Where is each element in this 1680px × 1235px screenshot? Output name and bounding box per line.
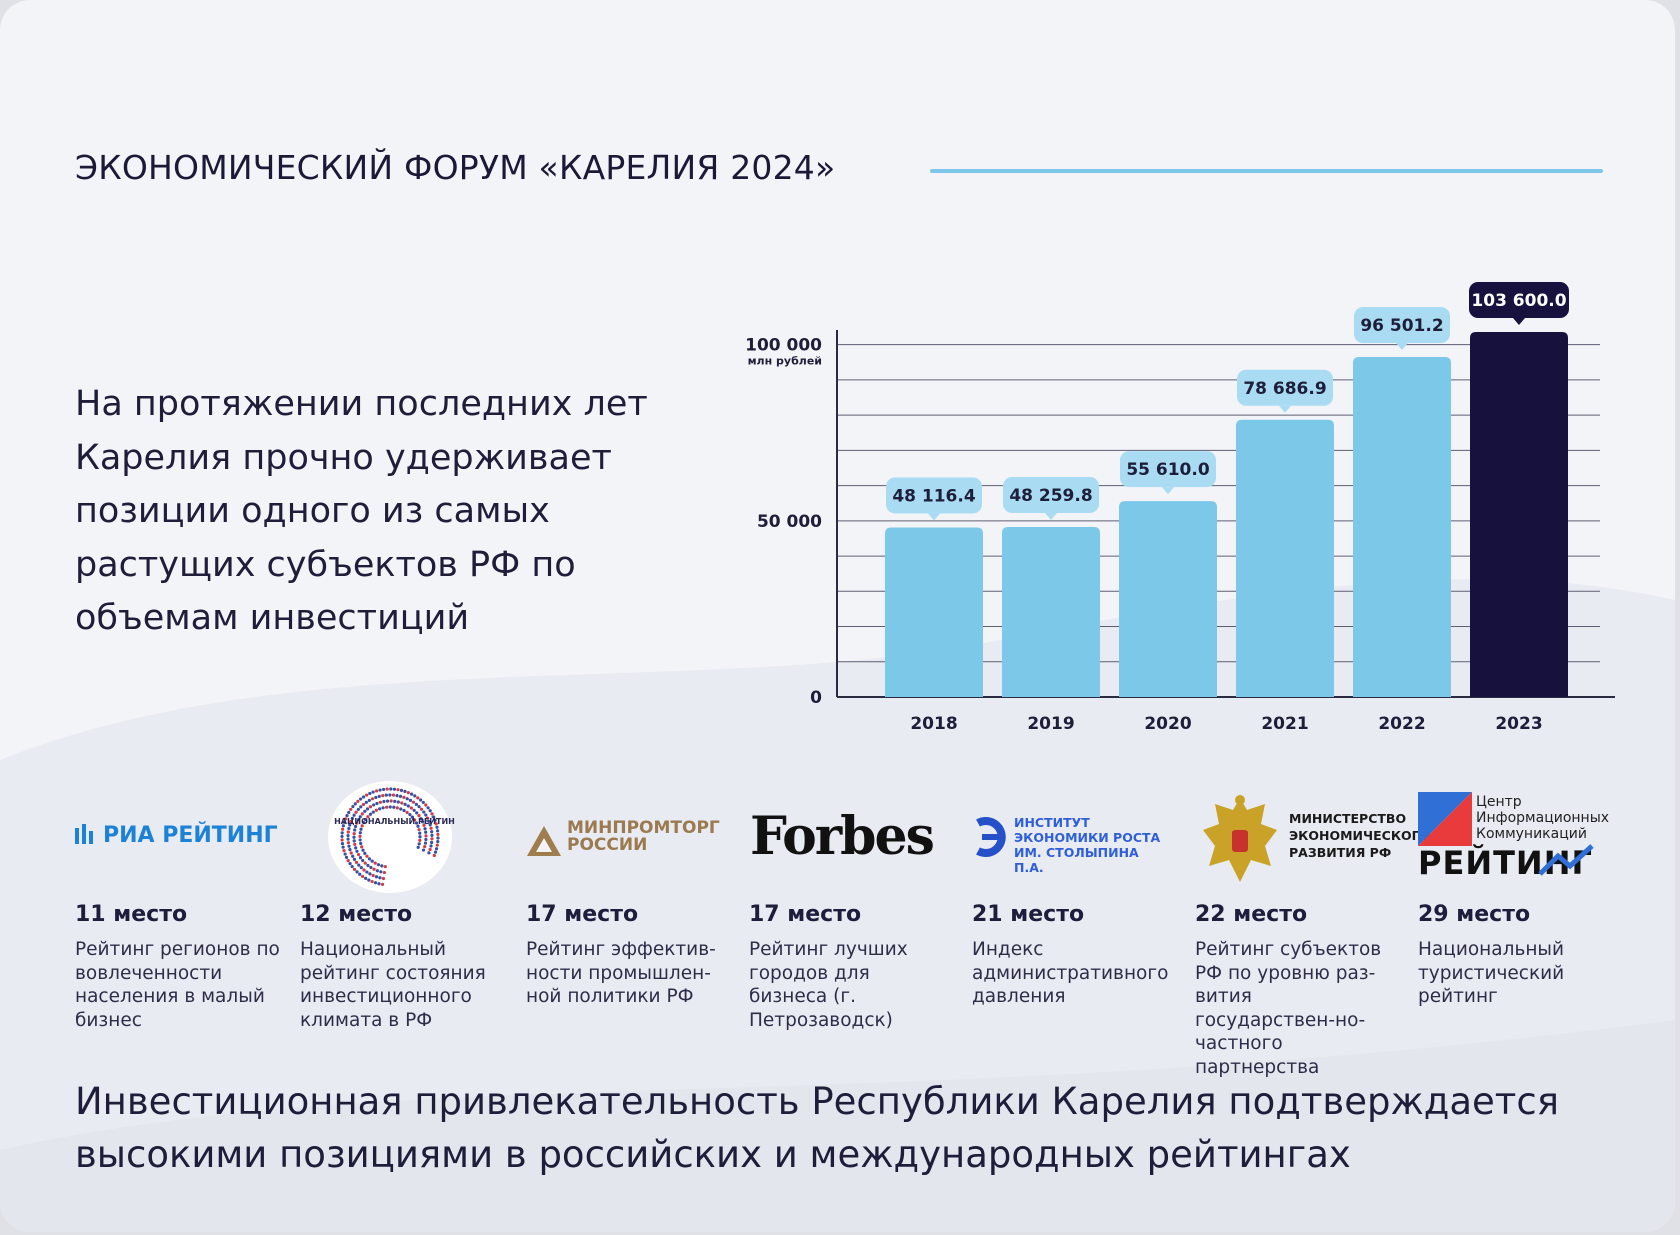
data-label-pointer: [1162, 487, 1174, 495]
bottom-statement: Инвестиционная привлекательность Республ…: [75, 1080, 1559, 1176]
rating-description: Национальный рейтинг состояния инвестици…: [300, 939, 486, 1031]
forbes-logo: Forbes: [750, 806, 935, 867]
x-tick-label: 2023: [1495, 714, 1542, 734]
x-tick-label: 2021: [1261, 714, 1308, 734]
rating-place: 12 место: [300, 902, 413, 927]
rating-description: Рейтинг субъектов РФ по уровню раз-вития…: [1195, 939, 1382, 1078]
rating-description: Национальный туристический рейтинг: [1418, 939, 1565, 1007]
rating-place: 17 место: [749, 902, 862, 927]
rating-place: 17 место: [526, 902, 639, 927]
data-label: 55 610.0: [1126, 460, 1210, 480]
y-tick-label: 50 000: [757, 512, 822, 532]
bar-2018: [885, 527, 983, 697]
title-underline: [930, 169, 1603, 173]
national-rating-logo: НАЦИОНАЛЬНЫЙ РЕЙТИНГ: [328, 781, 455, 893]
bar-2019: [1002, 526, 1100, 697]
bar-2020: [1119, 501, 1217, 697]
rating-place: 29 место: [1418, 902, 1531, 927]
data-label: 48 116.4: [892, 486, 976, 506]
data-label-pointer: [1279, 405, 1291, 413]
cic-arrow-icon: [1538, 844, 1594, 876]
data-label-bubble: [1354, 307, 1450, 344]
stolypin-logo-text: ИНСТИТУТ ЭКОНОМИКИ РОСТА ИМ. СТОЛЫПИНА П…: [1014, 815, 1161, 875]
ria-bars-icon: [75, 822, 95, 850]
x-tick-label: 2020: [1144, 714, 1191, 734]
minek-logo-text: МИНИСТЕРСТВО ЭКОНОМИЧЕСКОГО РАЗВИТИЯ РФ: [1289, 811, 1431, 860]
cic-logo-text: Центр Информационных Коммуникаций: [1476, 794, 1610, 842]
y-unit-label: млн рублей: [748, 355, 822, 368]
bar-2023: [1470, 332, 1568, 697]
stolypin-e-icon: [976, 817, 1006, 857]
rating-place: 11 место: [75, 902, 188, 927]
ria-rating-logo: РИА РЕЙТИНГ: [75, 822, 278, 850]
y-tick-label: 0: [810, 688, 822, 708]
data-label: 78 686.9: [1243, 379, 1326, 399]
data-label-bubble: [1469, 282, 1569, 318]
cic-flag-icon: [1418, 792, 1472, 846]
x-tick-label: 2022: [1378, 714, 1425, 734]
bar-2022: [1353, 357, 1451, 697]
data-label-bubble: [886, 477, 982, 514]
rating-description: Индекс административного давления: [972, 939, 1169, 1007]
national-rating-logo-text: НАЦИОНАЛЬНЫЙ РЕЙТИНГ: [334, 815, 455, 826]
data-label: 48 259.8: [1009, 486, 1092, 506]
x-tick-label: 2018: [910, 714, 957, 734]
header: ЭКОНОМИЧЕСКИЙ ФОРУМ «КАРЕЛИЯ 2024»: [75, 148, 1605, 192]
rating-place: 21 место: [972, 902, 1085, 927]
data-label: 96 501.2: [1360, 316, 1443, 336]
minpromtorg-triangle-icon: [527, 826, 561, 856]
data-label-pointer: [1396, 343, 1408, 351]
intro-text: На протяжении последних лет Карелия проч…: [75, 384, 648, 638]
data-label-bubble: [1003, 476, 1099, 513]
data-label-bubble: [1120, 451, 1216, 488]
data-label-pointer: [1513, 318, 1525, 325]
y-tick-label: 100 000: [745, 336, 822, 356]
bar-2021: [1236, 419, 1334, 697]
data-label: 103 600.0: [1471, 291, 1566, 311]
rating-place: 22 место: [1195, 902, 1308, 927]
x-tick-label: 2019: [1027, 714, 1074, 734]
ria-logo-text: РИА РЕЙТИНГ: [103, 823, 278, 848]
data-label-bubble: [1237, 369, 1333, 406]
page-title: ЭКОНОМИЧЕСКИЙ ФОРУМ «КАРЕЛИЯ 2024»: [75, 148, 836, 187]
data-label-pointer: [928, 513, 940, 521]
data-label-pointer: [1045, 512, 1057, 520]
rating-description: Рейтинг эффектив-ности промышлен-ной пол…: [526, 939, 716, 1007]
rating-description: Рейтинг лучших городов для бизнеса (г. П…: [749, 939, 908, 1031]
minpromtorg-logo-text: МИНПРОМТОРГ РОССИИ: [567, 818, 720, 855]
rating-description: Рейтинг регионов по вовлеченности населе…: [75, 939, 280, 1031]
coat-of-arms-icon: [1203, 795, 1277, 882]
